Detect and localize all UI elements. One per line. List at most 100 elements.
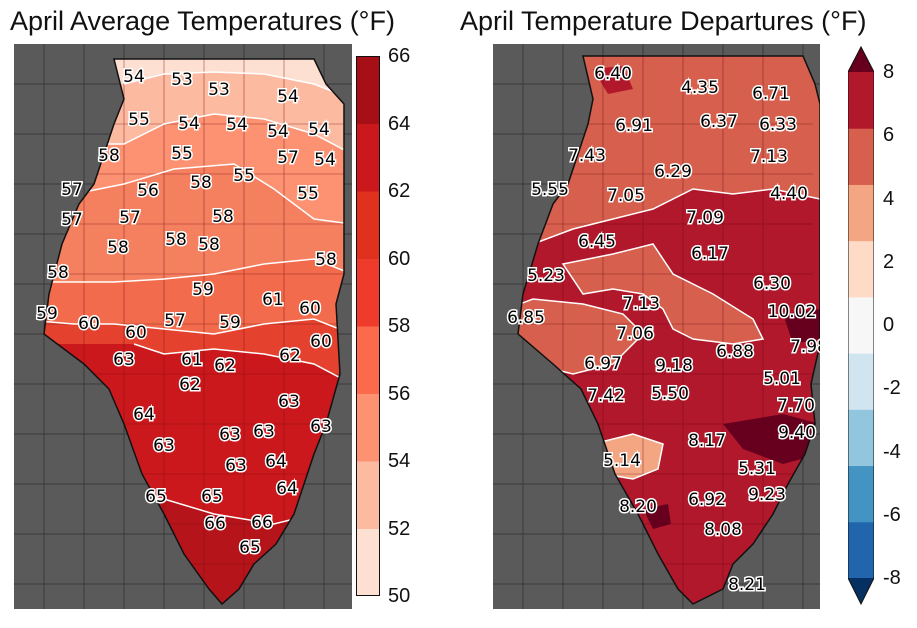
map-value-label: 6.17 [691,244,729,264]
map-value-label: 65 [239,538,261,558]
map-value-label: 6.40 [594,64,632,84]
map-value-label: 5.23 [527,266,565,286]
colorbar-tick-label: 56 [388,382,411,405]
map-value-label: 9.40 [778,423,816,443]
map-value-label: 7.05 [607,186,645,206]
colorbar-bin [848,128,874,185]
map-value-label: 57 [277,148,299,168]
map-value-label: 58 [98,146,120,166]
map-value-label: 59 [36,304,58,324]
map-value-label: 6.29 [654,162,692,182]
colorbar-bin [848,296,874,354]
left-map-title: April Average Temperatures (°F) [10,6,395,36]
map-value-label: 55 [297,184,319,204]
map-value-label: 66 [251,513,273,533]
map-value-label: 6.85 [507,308,545,328]
map-value-label: 6.33 [759,115,797,135]
map-value-label: 10.02 [768,302,817,322]
colorbar-tick-label: 50 [388,585,411,607]
map-value-label: 5.31 [738,459,776,479]
map-value-label: 8.20 [619,497,657,517]
colorbar-bin [848,184,874,242]
map-value-label: 63 [113,350,135,370]
colorbar-tick-label: 8 [883,61,895,83]
colorbar-bin [356,528,380,597]
map-value-label: 5.50 [651,384,689,404]
map-value-label: 53 [171,70,193,90]
map-value-label: 55 [233,166,255,186]
colorbar-bin [356,191,380,259]
colorbar-bin [848,72,874,129]
map-value-label: 60 [310,332,332,352]
map-value-label: 9.18 [655,356,693,376]
map-value-label: 6.91 [615,116,653,136]
map-value-label: 5.01 [763,369,801,389]
map-value-label: 9.23 [748,485,786,505]
temperature-departure-colorbar [847,45,875,606]
colorbar-tick-label: -4 [883,440,901,463]
map-value-label: 63 [153,436,175,456]
colorbar-bin [356,258,380,327]
map-value-label: 58 [315,250,337,270]
colorbar-tick-label: 2 [883,250,895,273]
map-value-label: 63 [225,456,247,476]
map-value-label: 8.17 [688,431,726,451]
colorbar-tick-label: 60 [388,247,411,270]
colorbar-max-extension [848,46,874,72]
average-temperature-map: 54 53 53 54 55 54 54 54 54 58 55 57 54 57 56 58 55 55 57 57… [14,44,352,609]
colorbar-min-extension [848,578,874,604]
map-value-label: 7.06 [616,324,654,344]
colorbar-tick-label: 58 [388,315,411,337]
colorbar-tick-label: 0 [883,314,895,336]
map-value-label: 64 [133,405,155,425]
colorbar-bin [356,326,380,394]
map-value-label: 5.55 [531,180,569,200]
colorbar-bin [848,409,874,467]
colorbar-tick-label: -6 [883,503,901,526]
map-value-label: 60 [125,323,147,343]
map-value-label: 7.98 [790,337,820,357]
map-value-label: 57 [61,180,83,200]
colorbar-tick-label: 4 [883,187,895,210]
map-value-label: 61 [181,350,203,370]
map-value-label: 60 [78,314,100,334]
map-value-label: 7.42 [587,386,625,406]
colorbar-bin [356,461,380,529]
map-value-label: 58 [47,263,69,283]
temperature-departure-map: 6.40 4.35 6.71 6.91 6.37 6.33 7.43 7.13 6.29 5.55… [493,44,820,609]
map-value-label: 63 [310,417,332,437]
map-value-label: 58 [190,173,212,193]
illinois-outline-left [43,58,345,606]
map-value-label: 55 [171,144,193,164]
map-value-label: 63 [278,392,300,412]
colorbar-tick-label: 54 [388,450,411,472]
map-value-label: 55 [128,110,150,130]
average-temperature-colorbar [356,56,380,597]
map-value-label: 6.97 [584,354,622,374]
map-value-label: 6.92 [688,490,726,510]
map-value-label: 5.14 [603,451,641,471]
map-value-label: 65 [145,487,167,507]
colorbar-tick-label: 64 [388,112,411,135]
colorbar-tick-label: -2 [883,377,901,400]
map-value-label: 6.37 [700,112,738,132]
map-value-label: 54 [178,114,200,134]
map-value-label: 54 [277,87,299,107]
temperature-departure-map-svg: 6.40 4.35 6.71 6.91 6.37 6.33 7.43 7.13 6.29 5.55… [493,44,820,609]
map-value-label: 6.88 [716,342,754,362]
map-value-label: 54 [226,115,248,135]
map-value-label: 53 [208,80,230,100]
average-temperature-colorbar-svg [356,56,380,597]
map-value-label: 7.43 [568,146,606,166]
map-value-label: 4.40 [770,184,808,204]
colorbar-bin [356,393,380,462]
map-value-label: 6.30 [753,274,791,294]
colorbar-bin [848,240,874,298]
map-value-label: 4.35 [681,78,719,98]
map-value-label: 63 [253,422,275,442]
map-value-label: 62 [279,346,301,366]
illinois-outline-right [517,55,820,605]
temperature-labels-left: 54 53 53 54 55 54 54 54 54 58 55 57 54 57 56 58 55 55 57 57… [35,66,339,560]
departure-labels-right: 6.40 4.35 6.71 6.91 6.37 6.33 7.43 7.13 6.29 5.55… [506,63,820,597]
map-value-label: 54 [123,67,145,87]
